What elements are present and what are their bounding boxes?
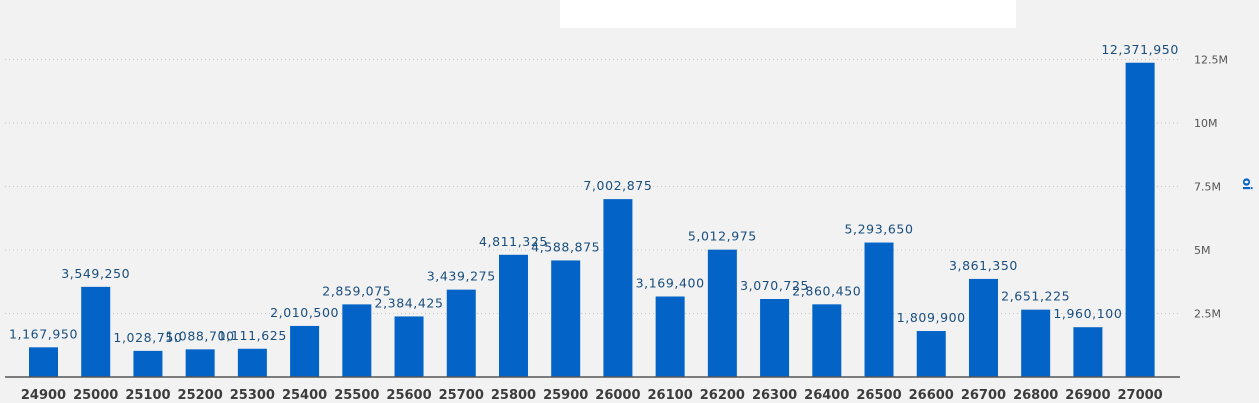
data-label: 1,111,625 — [218, 328, 287, 343]
x-tick-label: 25600 — [386, 388, 431, 403]
data-label: 1,960,100 — [1053, 306, 1122, 321]
data-label: 2,384,425 — [375, 295, 444, 310]
x-tick-label: 25400 — [282, 388, 327, 403]
y-tick-label: 2.5M — [1194, 308, 1221, 321]
data-label: 2,860,450 — [792, 283, 861, 298]
data-label: 3,861,350 — [949, 258, 1018, 273]
bar[interactable] — [498, 254, 528, 377]
x-tick-label: 25200 — [178, 388, 223, 403]
bar[interactable] — [551, 260, 581, 377]
x-tick-label: 26100 — [648, 388, 693, 403]
x-tick-label: 25800 — [491, 388, 536, 403]
bar[interactable] — [864, 242, 894, 377]
data-label: 1,167,950 — [9, 326, 78, 341]
data-label: 3,439,275 — [427, 269, 496, 284]
x-tick-label: 26400 — [804, 388, 849, 403]
y-axis-label: oi — [1240, 178, 1254, 190]
top-panel — [560, 0, 1016, 28]
bar[interactable] — [133, 350, 163, 377]
data-label: 5,293,650 — [845, 222, 914, 237]
x-tick-label: 25300 — [230, 388, 275, 403]
x-tick-label: 26000 — [595, 388, 640, 403]
x-tick-label: 26200 — [700, 388, 745, 403]
bar[interactable] — [707, 249, 737, 377]
y-tick-label: 7.5M — [1194, 181, 1221, 194]
x-tick-label: 25500 — [334, 388, 379, 403]
y-tick-label: 12.5M — [1194, 54, 1228, 67]
data-label: 3,549,250 — [61, 266, 130, 281]
data-label: 3,070,725 — [740, 278, 809, 293]
x-tick-label: 25000 — [73, 388, 118, 403]
data-label: 1,028,750 — [113, 330, 182, 345]
bar[interactable] — [1073, 327, 1103, 377]
bar[interactable] — [446, 289, 476, 377]
data-label: 7,002,875 — [583, 178, 652, 193]
bar[interactable] — [812, 304, 842, 377]
x-tick-label: 25100 — [125, 388, 170, 403]
bar[interactable] — [1021, 309, 1051, 377]
data-label: 5,012,975 — [688, 229, 757, 244]
x-tick-label: 25900 — [543, 388, 588, 403]
y-tick-label: 10M — [1194, 117, 1218, 130]
x-tick-label: 26300 — [752, 388, 797, 403]
data-label: 1,809,900 — [897, 310, 966, 325]
data-label: 4,588,875 — [531, 239, 600, 254]
x-tick-label: 26800 — [1013, 388, 1058, 403]
bar[interactable] — [603, 199, 633, 377]
bar[interactable] — [237, 348, 267, 377]
x-tick-label: 24900 — [21, 388, 66, 403]
x-tick-label: 27000 — [1118, 388, 1163, 403]
bar[interactable] — [29, 347, 58, 377]
bar[interactable] — [655, 296, 685, 377]
bar[interactable] — [760, 299, 790, 377]
x-tick-label: 26600 — [909, 388, 954, 403]
bar[interactable] — [968, 278, 998, 377]
data-label: 2,859,075 — [322, 283, 391, 298]
x-tick-label: 25700 — [439, 388, 484, 403]
data-label: 1,088,700 — [166, 328, 235, 343]
data-label: 3,169,400 — [636, 275, 705, 290]
bar[interactable] — [394, 316, 424, 377]
x-tick-label: 26900 — [1065, 388, 1110, 403]
x-tick-label: 26700 — [961, 388, 1006, 403]
x-tick-label: 26500 — [856, 388, 901, 403]
bar[interactable] — [185, 349, 215, 377]
data-label: 4,811,325 — [479, 234, 548, 249]
y-tick-label: 5M — [1194, 244, 1211, 257]
data-label: 2,010,500 — [270, 305, 339, 320]
data-label: 12,371,950 — [1101, 42, 1179, 57]
bar[interactable] — [1125, 62, 1155, 377]
bar[interactable] — [81, 286, 111, 377]
bar[interactable] — [916, 331, 946, 377]
bar[interactable] — [290, 325, 320, 377]
bar[interactable] — [342, 304, 372, 377]
data-label: 2,651,225 — [1001, 289, 1070, 304]
